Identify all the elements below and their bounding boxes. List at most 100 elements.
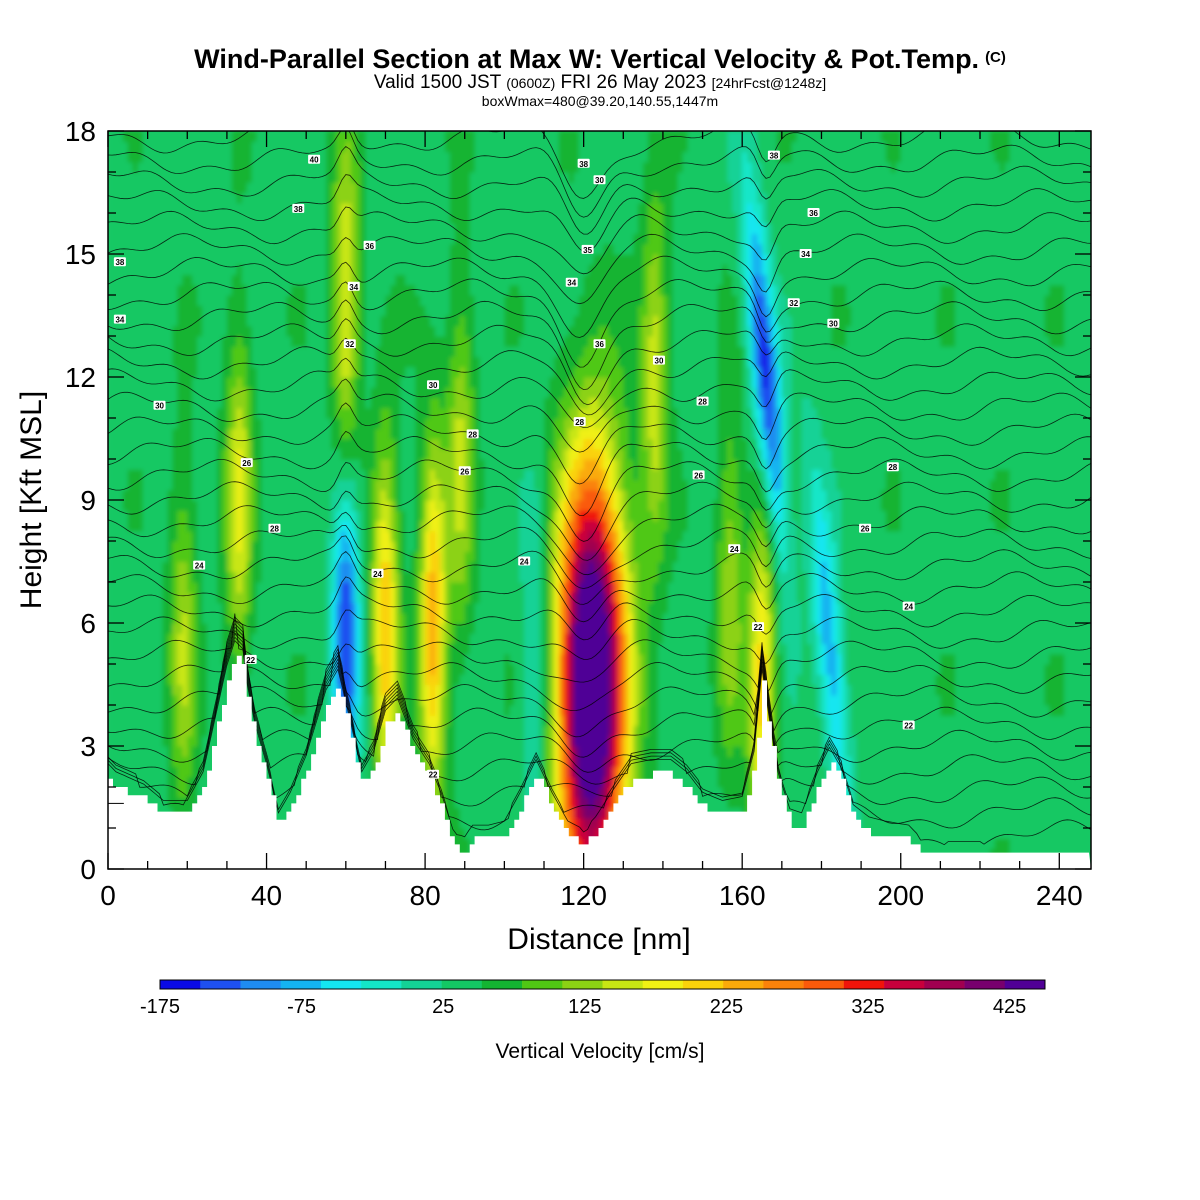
w-cell [246, 202, 253, 214]
w-cell [385, 243, 392, 255]
w-cell [330, 418, 337, 429]
w-cell [177, 530, 183, 542]
w-cell [212, 418, 218, 429]
w-cell [197, 510, 203, 522]
w-cell [301, 223, 307, 235]
w-cell [187, 284, 193, 296]
w-cell [360, 623, 367, 634]
w-cell [117, 694, 124, 706]
w-cell [108, 612, 114, 624]
w-cell [236, 612, 243, 624]
w-cell [355, 715, 362, 727]
w-cell [355, 448, 362, 460]
w-cell [420, 623, 426, 634]
w-cell [390, 264, 396, 276]
w-cell [192, 674, 198, 686]
w-cell [261, 141, 268, 153]
w-cell [132, 684, 139, 696]
w-cell [246, 489, 253, 501]
w-cell [182, 182, 188, 194]
w-cell [236, 315, 243, 327]
w-cell [112, 459, 119, 470]
w-cell [425, 653, 431, 665]
w-cell [350, 561, 357, 573]
w-cell [439, 418, 446, 429]
w-cell [117, 377, 124, 388]
w-cell [172, 756, 178, 768]
w-cell [251, 479, 258, 491]
w-cell [286, 776, 292, 788]
w-cell [167, 459, 174, 470]
w-cell [390, 356, 396, 368]
w-cell [405, 561, 411, 573]
w-cell [435, 735, 441, 747]
w-cell [385, 448, 392, 460]
w-cell [231, 448, 238, 460]
w-cell [172, 284, 178, 296]
w-cell [192, 336, 198, 347]
w-cell [137, 664, 144, 675]
w-cell [286, 602, 292, 614]
w-cell [251, 356, 258, 368]
w-cell [355, 756, 362, 768]
w-cell [108, 325, 114, 337]
w-cell [385, 479, 392, 491]
w-cell [182, 787, 188, 798]
w-cell [122, 182, 129, 194]
w-cell [157, 336, 164, 347]
w-cell [231, 407, 238, 419]
w-cell [266, 305, 273, 317]
w-cell [296, 735, 302, 747]
w-cell [345, 387, 352, 399]
w-cell [157, 664, 164, 675]
w-cell [286, 264, 292, 276]
w-cell [157, 571, 164, 583]
w-cell [207, 131, 213, 142]
w-cell [202, 746, 208, 757]
w-cell [321, 141, 327, 153]
w-cell [207, 397, 213, 409]
w-cell [340, 664, 347, 675]
w-cell [127, 336, 134, 347]
w-cell [286, 336, 292, 347]
w-cell [197, 500, 203, 511]
w-cell [132, 397, 139, 409]
w-cell [112, 397, 119, 409]
w-cell [197, 192, 203, 204]
w-cell [271, 397, 278, 409]
w-cell [256, 735, 263, 747]
w-cell [108, 448, 114, 460]
w-cell [360, 735, 367, 747]
w-cell [236, 602, 243, 614]
w-cell [400, 510, 406, 522]
w-cell [276, 592, 283, 604]
w-cell [360, 161, 367, 173]
w-cell [410, 407, 416, 419]
w-cell [147, 469, 154, 481]
w-cell [231, 541, 238, 552]
w-cell [187, 469, 193, 481]
w-cell [127, 438, 134, 450]
w-cell [187, 428, 193, 440]
w-cell [370, 233, 377, 245]
w-cell [172, 141, 178, 153]
w-cell [380, 459, 387, 470]
w-cell [385, 192, 392, 204]
w-cell [197, 715, 203, 727]
w-cell [157, 735, 164, 747]
w-cell [291, 305, 297, 317]
w-cell [217, 182, 223, 194]
w-cell [301, 438, 307, 450]
w-cell [122, 664, 129, 675]
w-cell [281, 807, 287, 819]
w-cell [127, 561, 134, 573]
w-cell [276, 510, 283, 522]
w-cell [316, 397, 322, 409]
w-cell [326, 202, 332, 214]
w-cell [271, 223, 278, 235]
w-cell [167, 674, 174, 686]
w-cell [439, 653, 446, 665]
w-cell [281, 766, 287, 778]
w-cell [162, 182, 169, 194]
w-cell [192, 418, 198, 429]
